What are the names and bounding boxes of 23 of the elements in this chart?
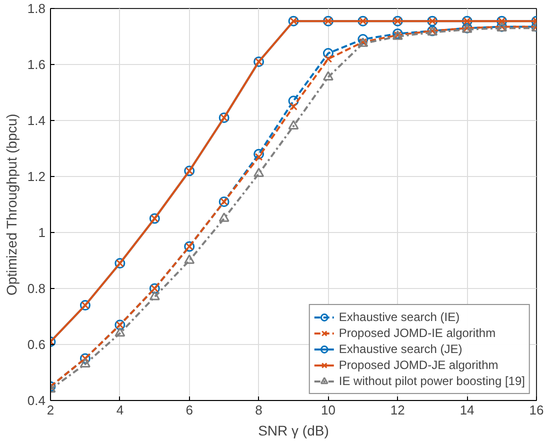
x-tick-label: 16 xyxy=(529,402,544,418)
legend-label: Exhaustive search (IE) xyxy=(338,309,460,325)
y-tick-label: 0.6 xyxy=(27,337,46,352)
x-tick-label: 12 xyxy=(390,402,405,418)
y-tick-label: 1.6 xyxy=(27,57,46,72)
legend-label: Proposed JOMD-IE algorithm xyxy=(338,325,496,341)
y-tick-label: 1.2 xyxy=(27,169,46,184)
legend-label: IE without pilot power boosting [19] xyxy=(338,373,525,389)
x-tick-label: 14 xyxy=(460,402,474,418)
legend-label: Exhaustive search (JE) xyxy=(338,341,462,357)
x-tick-label: 10 xyxy=(320,402,336,418)
y-tick-label: 0.4 xyxy=(27,393,46,408)
x-tick-label: 8 xyxy=(255,402,262,418)
x-tick-label: 2 xyxy=(46,402,54,418)
legend-label: Proposed JOMD-JE algorithm xyxy=(338,357,498,373)
y-tick-label: 1.8 xyxy=(27,1,46,16)
x-tick-label: 6 xyxy=(186,402,193,418)
y-tick-label: 0.8 xyxy=(27,281,46,296)
x-tick-label: 4 xyxy=(116,402,124,418)
x-axis-title: SNR γ (dB) xyxy=(258,422,329,438)
y-tick-label: 1 xyxy=(38,225,46,240)
y-axis-title: Optimized Throughput (bpcu) xyxy=(3,114,20,296)
y-tick-label: 1.4 xyxy=(27,113,46,128)
